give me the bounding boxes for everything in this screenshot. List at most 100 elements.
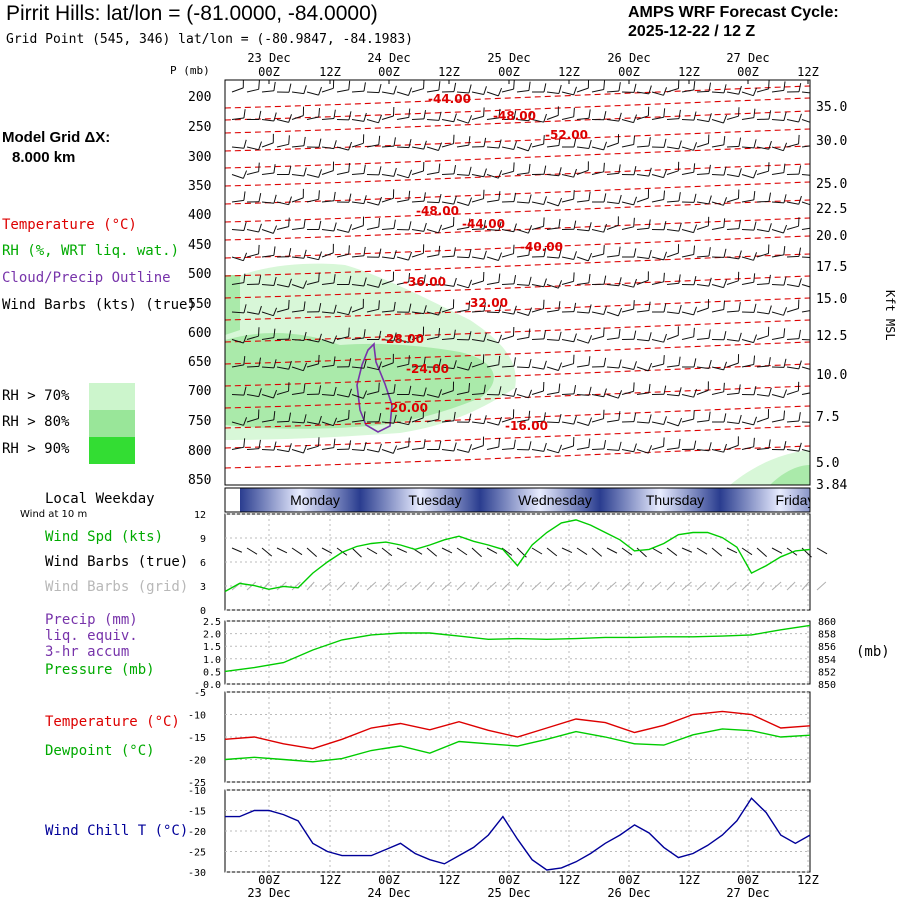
weekday-name: Saturday — [887, 492, 900, 508]
bottom-hour-tick: 12Z — [558, 873, 580, 887]
isotherm-label: -52.00 — [545, 128, 588, 142]
model-grid-value: 8.000 km — [12, 149, 76, 166]
height-tick: 22.5 — [816, 202, 847, 217]
bottom-hour-tick: 00Z — [378, 873, 400, 887]
pressure-tick: 700 — [188, 384, 211, 399]
pressure-tick: 500 — [188, 267, 211, 282]
isotherm-label: -48.00 — [493, 109, 536, 123]
isotherm-labels: -44.00-48.00-52.00-48.00-44.00-40.00-36.… — [381, 92, 588, 433]
panel-y-tick: -30 — [188, 868, 206, 879]
panel-y-tick: -25 — [188, 848, 206, 859]
weekday-band: Monday Tuesday Wednesday Thursday Friday Satu… — [240, 488, 900, 512]
panel-y-tick: 12 — [194, 510, 206, 521]
top-hour-tick: 00Z — [498, 65, 520, 79]
legend-temperature: Temperature (°C) — [2, 217, 137, 233]
rh-80-region-right — [770, 465, 810, 485]
top-hour-tick: 12Z — [438, 65, 460, 79]
forecast-cycle-label: AMPS WRF Forecast Cycle: — [628, 4, 839, 21]
height-tick: 10.0 — [816, 368, 847, 383]
wind-barbs-grid-label: Wind Barbs (grid) — [45, 579, 189, 595]
bottom-day-label: 25 Dec — [487, 886, 530, 900]
weekday-name: Wednesday — [518, 492, 592, 508]
isotherm-label: -40.00 — [520, 240, 563, 254]
precip-liq-label: liq. equiv. — [45, 628, 138, 644]
pressure-tick: 400 — [188, 208, 211, 223]
isotherm-label: -44.00 — [462, 217, 505, 231]
height-tick: 25.0 — [816, 177, 847, 192]
pressure-tick: 450 — [188, 238, 211, 253]
weekday-label: Local Weekday — [45, 491, 155, 507]
windchill-label: Wind Chill T (°C) — [45, 823, 189, 839]
precip-label: Precip (mm) — [45, 612, 138, 628]
panel-y-tick: 2.0 — [203, 630, 221, 641]
rh-70-swatch — [89, 383, 135, 410]
pressure-axis-title: P (mb) — [170, 64, 210, 77]
bottom-hour-tick: 00Z — [737, 873, 759, 887]
bottom-hour-tick: 12Z — [319, 873, 341, 887]
bottom-day-label: 23 Dec — [247, 886, 290, 900]
bottom-hour-tick: 12Z — [797, 873, 819, 887]
pressure-tick: 350 — [188, 179, 211, 194]
weekday-name: Thursday — [646, 492, 704, 508]
dewpoint-line — [224, 728, 811, 763]
top-hour-tick: 12Z — [319, 65, 341, 79]
pressure-tick: 300 — [188, 150, 211, 165]
weekday-name: Monday — [290, 492, 340, 508]
cloud-outline — [356, 342, 393, 433]
pressure-tick-right: 860 — [818, 617, 836, 628]
top-day-label: 25 Dec — [487, 51, 530, 65]
bottom-hour-tick: 00Z — [618, 873, 640, 887]
height-axis-title: Kft MSL — [883, 290, 897, 341]
pressure-tick: 250 — [188, 120, 211, 135]
weekday-name: Friday — [776, 492, 815, 508]
top-day-label: 23 Dec — [247, 51, 290, 65]
top-hour-tick: 00Z — [378, 65, 400, 79]
forecast-cycle-date: 2025-12-22 / 12 Z — [628, 23, 756, 40]
sounding-wind-barbs — [231, 80, 810, 454]
wind-height-note: Wind at 10 m — [20, 509, 88, 520]
weekday-name: Tuesday — [408, 492, 461, 508]
bottom-day-label: 26 Dec — [607, 886, 650, 900]
isotherm-label: -44.00 — [428, 92, 471, 106]
top-hour-tick: 12Z — [678, 65, 700, 79]
panel-y-tick: -25 — [188, 778, 206, 789]
height-tick: 15.0 — [816, 292, 847, 307]
panel-y-tick: -15 — [188, 733, 206, 744]
pressure-tick-right: 854 — [818, 655, 836, 666]
legend-wind: Wind Barbs (kts) (true) — [2, 297, 196, 313]
pressure-tick: 550 — [188, 297, 211, 312]
bottom-hour-tick: 12Z — [438, 873, 460, 887]
windchill-line — [225, 797, 811, 871]
top-day-label: 26 Dec — [607, 51, 650, 65]
pressure-tick: 200 — [188, 90, 211, 105]
pressure-tick-right: 850 — [818, 680, 836, 691]
pressure-tick: 600 — [188, 326, 211, 341]
bottom-hour-tick: 12Z — [678, 873, 700, 887]
bottom-day-label: 24 Dec — [367, 886, 410, 900]
panel-y-tick: -15 — [188, 807, 206, 818]
pressure-tick-right: 858 — [818, 630, 836, 641]
panel-y-tick: 9 — [200, 534, 206, 545]
rh-70-label: RH > 70% — [2, 388, 70, 404]
isotherm-label: -36.00 — [403, 275, 446, 289]
rh-80-label: RH > 80% — [2, 414, 70, 430]
bottom-day-label: 27 Dec — [726, 886, 769, 900]
pressure-tick: 750 — [188, 414, 211, 429]
legend-cloud: Cloud/Precip Outline — [2, 270, 171, 286]
top-hour-tick: 00Z — [258, 65, 280, 79]
height-tick: 3.84 — [816, 478, 847, 493]
wind-speed-line — [224, 519, 811, 593]
dewpoint-label: Dewpoint (°C) — [45, 743, 155, 759]
top-hour-tick: 00Z — [737, 65, 759, 79]
temperature-line — [224, 710, 811, 750]
pressure-tick-right: 856 — [818, 642, 836, 653]
rh-80-swatch — [89, 410, 135, 437]
pressure-tick: 650 — [188, 355, 211, 370]
panel-y-tick: 1.0 — [203, 655, 221, 666]
model-grid-info: Model Grid ΔX: 8.000 km — [2, 128, 110, 168]
pressure-tick-right: 852 — [818, 667, 836, 678]
legend-rh: RH (%, WRT liq. wat.) — [2, 243, 180, 259]
height-tick: 30.0 — [816, 134, 847, 149]
pressure-line — [224, 624, 811, 673]
